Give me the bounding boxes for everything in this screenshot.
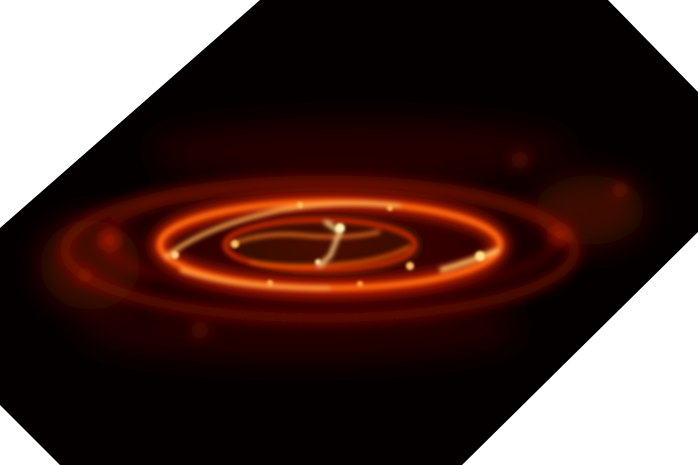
main-ring — [157, 199, 503, 291]
faint-knots — [77, 151, 628, 339]
inner-structure — [222, 217, 418, 273]
hot-spots — [171, 202, 485, 287]
